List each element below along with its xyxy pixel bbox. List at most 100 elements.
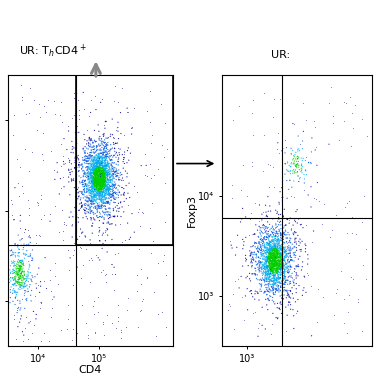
Point — [150, 238, 156, 244]
Point — [25, 268, 31, 274]
Point — [293, 209, 299, 215]
Point — [91, 162, 97, 168]
Point — [279, 295, 285, 301]
Point — [275, 288, 281, 294]
Point — [14, 263, 20, 269]
Point — [17, 300, 23, 306]
Point — [96, 174, 102, 180]
Point — [60, 237, 66, 243]
Point — [268, 232, 274, 238]
Point — [273, 243, 279, 249]
Point — [89, 197, 95, 203]
Point — [100, 174, 106, 180]
Point — [272, 246, 278, 252]
Point — [291, 280, 297, 286]
Point — [96, 154, 102, 160]
Point — [277, 273, 284, 279]
Point — [361, 193, 367, 199]
Point — [248, 260, 254, 266]
Point — [270, 264, 276, 270]
Point — [97, 174, 103, 180]
Point — [89, 257, 95, 263]
Point — [268, 262, 274, 268]
Point — [108, 183, 114, 190]
Point — [100, 168, 106, 174]
Point — [282, 275, 288, 281]
Point — [278, 231, 284, 237]
Point — [94, 161, 100, 167]
Point — [288, 236, 294, 242]
Point — [35, 202, 41, 208]
Point — [59, 207, 65, 213]
Point — [267, 289, 273, 295]
Point — [302, 176, 308, 182]
Point — [95, 122, 101, 128]
Point — [268, 254, 274, 260]
Point — [288, 151, 294, 157]
Point — [267, 242, 273, 248]
Point — [262, 264, 268, 270]
Point — [243, 214, 249, 220]
Point — [105, 182, 111, 188]
Point — [273, 221, 279, 227]
Point — [17, 267, 23, 273]
Point — [100, 173, 106, 179]
Point — [263, 242, 269, 248]
Point — [273, 254, 279, 260]
Point — [81, 169, 87, 175]
Point — [268, 252, 274, 258]
Point — [27, 235, 33, 241]
Point — [272, 272, 278, 278]
Point — [268, 268, 274, 274]
Point — [271, 262, 277, 268]
Point — [262, 250, 268, 256]
Point — [266, 243, 272, 249]
Point — [26, 276, 32, 282]
Point — [266, 238, 272, 244]
Point — [291, 252, 297, 258]
Point — [103, 143, 109, 149]
Point — [92, 182, 98, 188]
Point — [127, 194, 133, 200]
Point — [244, 256, 250, 262]
Point — [275, 237, 281, 243]
Point — [82, 185, 88, 191]
Point — [277, 219, 283, 225]
Point — [275, 284, 281, 290]
Point — [102, 146, 108, 152]
Point — [270, 275, 276, 281]
Point — [279, 255, 285, 261]
Point — [265, 241, 271, 247]
Point — [284, 265, 290, 271]
Point — [96, 162, 102, 168]
Point — [277, 266, 283, 272]
Point — [92, 154, 98, 160]
Point — [97, 238, 103, 244]
Point — [109, 187, 115, 193]
Point — [98, 170, 104, 176]
Point — [82, 208, 88, 214]
Point — [105, 178, 111, 184]
Point — [97, 183, 103, 189]
Point — [261, 240, 267, 246]
Point — [99, 186, 105, 193]
Point — [275, 260, 281, 266]
Point — [92, 183, 98, 189]
Point — [93, 168, 99, 174]
Point — [92, 158, 99, 164]
Point — [87, 190, 93, 196]
Point — [270, 264, 276, 270]
Point — [89, 202, 95, 208]
Point — [265, 253, 271, 259]
Point — [255, 290, 261, 296]
Point — [286, 264, 292, 270]
Point — [314, 319, 320, 325]
Point — [120, 191, 126, 197]
Point — [94, 163, 100, 169]
Point — [102, 139, 108, 146]
Point — [25, 271, 31, 277]
Point — [88, 177, 94, 183]
Point — [27, 263, 33, 269]
Point — [108, 172, 114, 178]
Point — [99, 184, 105, 190]
